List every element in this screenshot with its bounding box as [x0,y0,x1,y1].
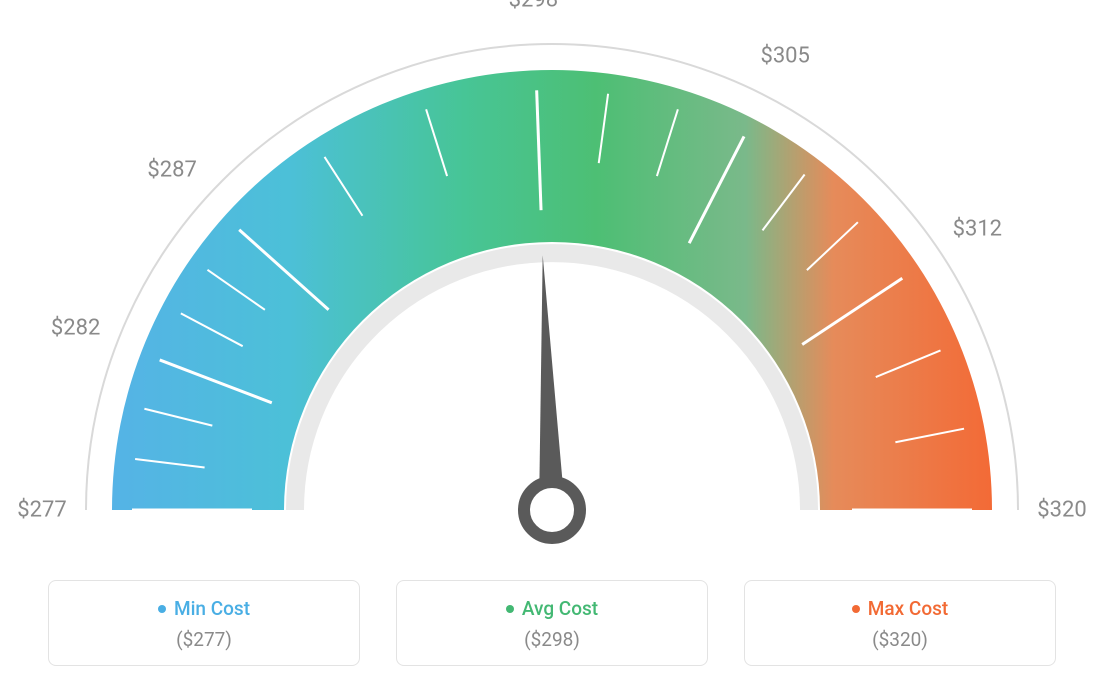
legend-dot-icon [852,605,860,613]
legend-title-text: Avg Cost [522,597,598,620]
legend-dot-icon [158,605,166,613]
legend-value-min: ($277) [59,628,349,651]
legend-title-max: Max Cost [852,597,948,620]
gauge-tick-label: $282 [51,315,100,340]
gauge-needle-hub [524,482,580,538]
gauge-tick-label: $298 [509,0,558,13]
gauge-needle [539,255,565,510]
gauge-tick-label: $320 [1037,498,1086,523]
legend-title-avg: Avg Cost [506,597,598,620]
legend-card-min: Min Cost ($277) [48,580,360,666]
legend-card-avg: Avg Cost ($298) [396,580,708,666]
legend-title-text: Max Cost [868,597,948,620]
legend-title-min: Min Cost [158,597,250,620]
legend-row: Min Cost ($277) Avg Cost ($298) Max Cost ($32… [0,580,1104,666]
legend-value-avg: ($298) [407,628,697,651]
gauge-tick-label: $277 [17,498,66,523]
gauge-tick-label: $305 [760,44,809,69]
legend-value-max: ($320) [755,628,1045,651]
legend-dot-icon [506,605,514,613]
gauge-chart: $277 $282 $287 $298 $305 $312 $320 [0,0,1104,560]
gauge-tick-label: $287 [147,157,196,182]
gauge-tick-label: $312 [953,216,1002,241]
legend-title-text: Min Cost [174,597,250,620]
gauge-svg [0,0,1104,560]
legend-card-max: Max Cost ($320) [744,580,1056,666]
